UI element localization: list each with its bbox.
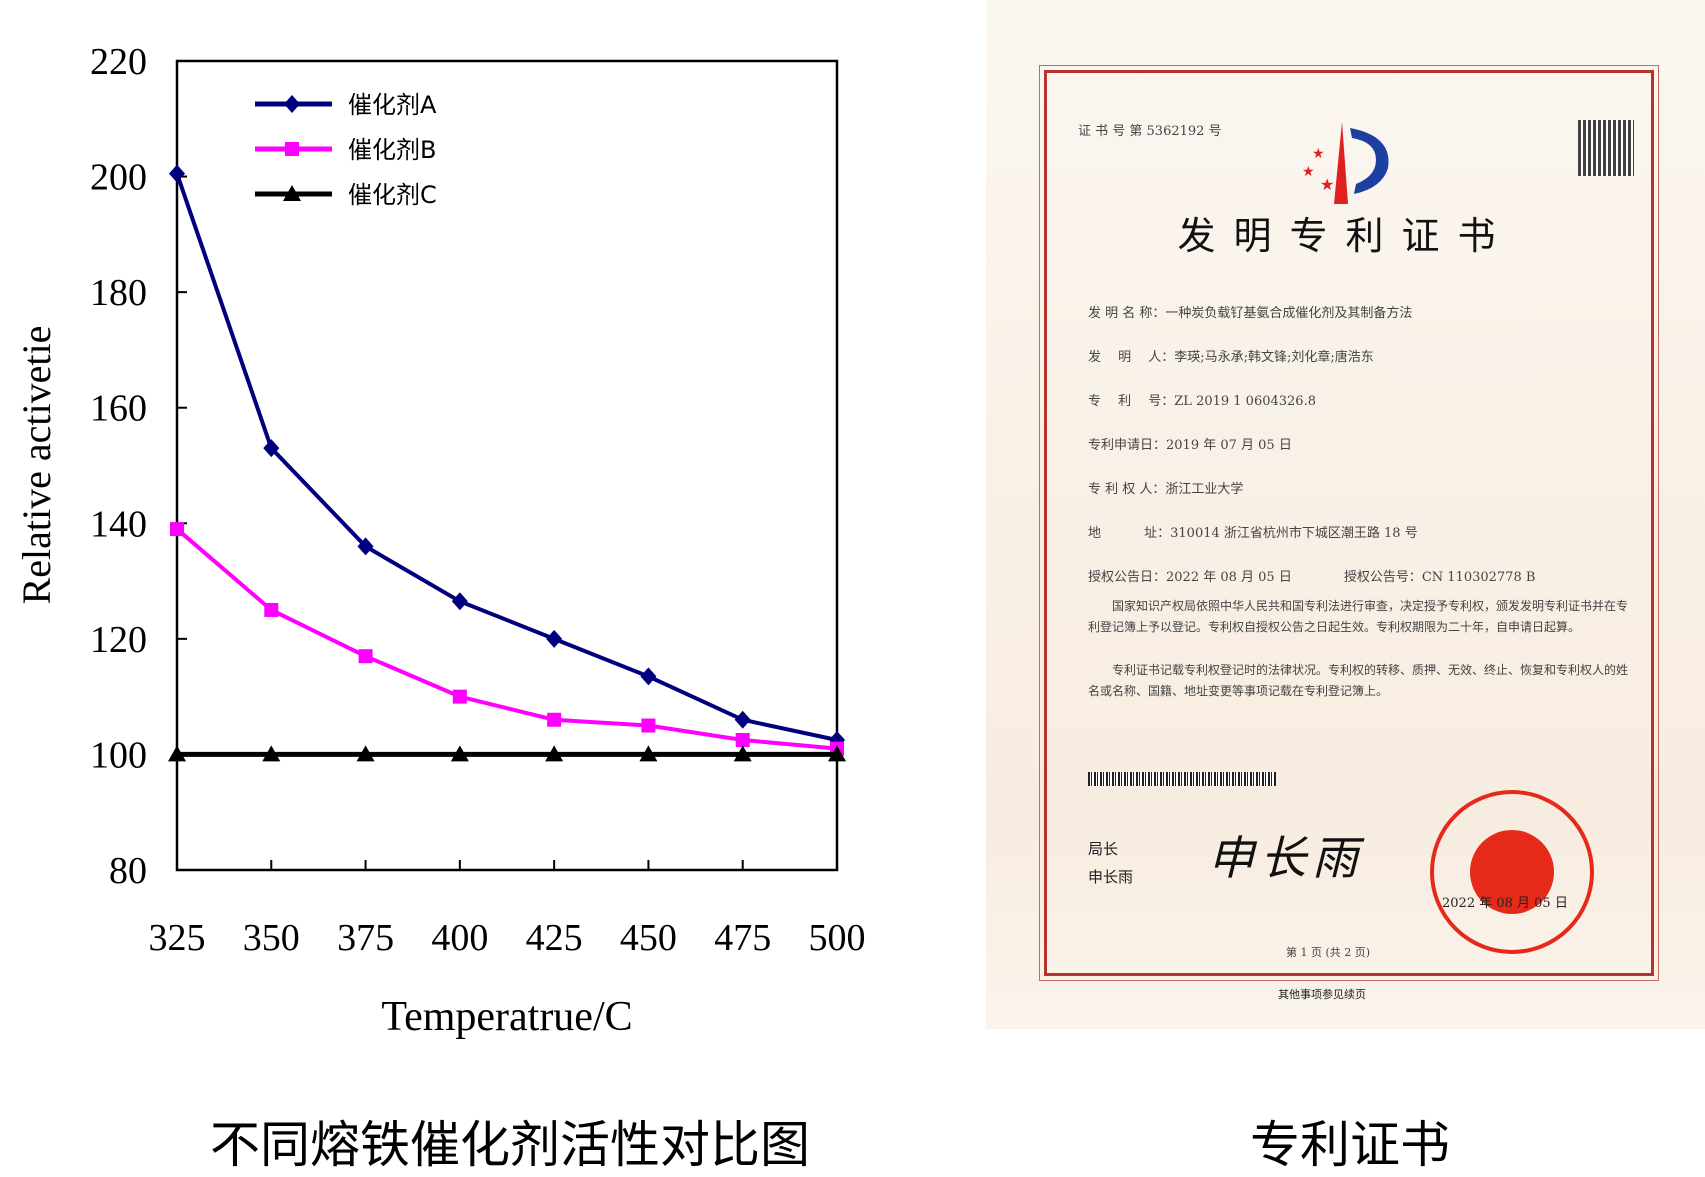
y-tick-label: 200 (90, 157, 147, 199)
data-point (547, 712, 562, 727)
data-point (546, 629, 563, 648)
data-point (451, 592, 468, 611)
data-point (450, 745, 469, 762)
certificate-paragraph-2: 专利证书记载专利权登记时的法律状况。专利权的转移、质押、无效、终止、恢复和专利权… (1088, 663, 1629, 698)
data-point (358, 649, 373, 664)
x-tick-label: 500 (809, 917, 866, 959)
y-tick-label: 220 (90, 41, 147, 83)
legend-label: 催化剂C (348, 181, 437, 209)
barcode (1088, 772, 1276, 786)
data-point (452, 689, 467, 704)
data-point (639, 745, 658, 762)
field-grant-date: 授权公告日：2022 年 08 月 05 日 授权公告号：CN 11030277… (1088, 570, 1536, 585)
field-patent-number: 专 利 号：ZL 2019 1 0604326.8 (1088, 394, 1316, 409)
svg-text:★: ★ (1320, 175, 1334, 194)
certificate-paragraph-1: 国家知识产权局依照中华人民共和国专利法进行审查，决定授予专利权，颁发发明专利证书… (1088, 599, 1629, 634)
y-tick-label: 160 (90, 388, 147, 430)
x-tick-label: 375 (337, 917, 394, 959)
chart-caption: 不同熔铁催化剂活性对比图 (210, 1116, 810, 1174)
certificate-border (1039, 65, 1659, 981)
y-tick-label: 80 (109, 850, 147, 892)
x-tick-label: 425 (526, 917, 583, 959)
x-tick-label: 400 (431, 917, 488, 959)
qr-code (1578, 120, 1634, 176)
y-tick-label: 140 (90, 503, 147, 545)
data-point (357, 537, 374, 556)
series-line-1 (175, 173, 838, 742)
patent-certificate: 证 书 号 第 5362192 号 ★ ★ ★ 发明专利证书 发 明 名 称：一种炭… (986, 0, 1705, 1029)
certificate-title: 发明专利证书 (1177, 214, 1514, 258)
field-filing-date: 专利申请日：2019 年 07 月 05 日 (1088, 438, 1292, 453)
x-tick-label: 325 (149, 917, 206, 959)
x-tick-label: 350 (243, 917, 300, 959)
field-inventors: 发 明 人：李瑛;马永承;韩文锋;刘化章;唐浩东 (1088, 350, 1374, 365)
cnipa-logo: ★ ★ ★ (1302, 122, 1389, 204)
y-axis-label: Relative activetie (14, 326, 59, 605)
data-point (828, 745, 846, 762)
seal-date: 2022 年 08 月 05 日 (1442, 896, 1568, 911)
certificate-number: 证 书 号 第 5362192 号 (1078, 124, 1222, 139)
activity-chart: 80 100 120 140 160 180 200 220 325 350 375 400 425 45… (14, 41, 866, 1040)
official-seal (1430, 790, 1594, 954)
legend-marker (285, 142, 299, 156)
data-point (640, 667, 657, 686)
data-point (264, 602, 279, 617)
x-tick-label: 450 (620, 917, 677, 959)
x-tick-label: 475 (714, 917, 771, 959)
y-tick-label: 180 (90, 272, 147, 314)
x-axis-label: Temperatrue/C (381, 994, 632, 1040)
legend-marker (283, 185, 301, 201)
svg-text:★: ★ (1302, 164, 1315, 180)
data-point (168, 745, 186, 762)
signer-name: 申长雨 (1088, 868, 1134, 886)
data-point (262, 745, 281, 762)
field-invention-name: 发 明 名 称：一种炭负载钌基氨合成催化剂及其制备方法 (1088, 306, 1413, 321)
legend-label: 催化剂A (348, 91, 437, 119)
legend-label: 催化剂B (348, 136, 436, 164)
data-point (641, 718, 656, 733)
data-point (545, 745, 564, 762)
data-point (170, 522, 184, 537)
field-patentee: 专 利 权 人：浙江工业大学 (1088, 482, 1244, 497)
data-point (735, 732, 750, 747)
y-tick-label: 100 (90, 734, 147, 776)
data-point (733, 745, 752, 762)
data-point (263, 439, 280, 458)
signature: 申长雨 (1208, 831, 1364, 885)
plot-frame (175, 59, 839, 872)
certificate-footer: 其他事项参见续页 (1278, 988, 1366, 1001)
data-point (356, 745, 375, 762)
data-point (734, 710, 751, 729)
signer-title: 局长 (1088, 840, 1119, 858)
field-address: 地 址：310014 浙江省杭州市下城区潮王路 18 号 (1088, 526, 1418, 541)
legend-marker (284, 95, 300, 113)
svg-text:★: ★ (1312, 146, 1325, 162)
page-indicator: 第 1 页 (共 2 页) (1286, 946, 1371, 959)
series-line-2 (175, 527, 838, 751)
y-tick-label: 120 (90, 619, 147, 661)
certificate-caption: 专利证书 (1250, 1116, 1450, 1174)
data-point (169, 164, 185, 183)
